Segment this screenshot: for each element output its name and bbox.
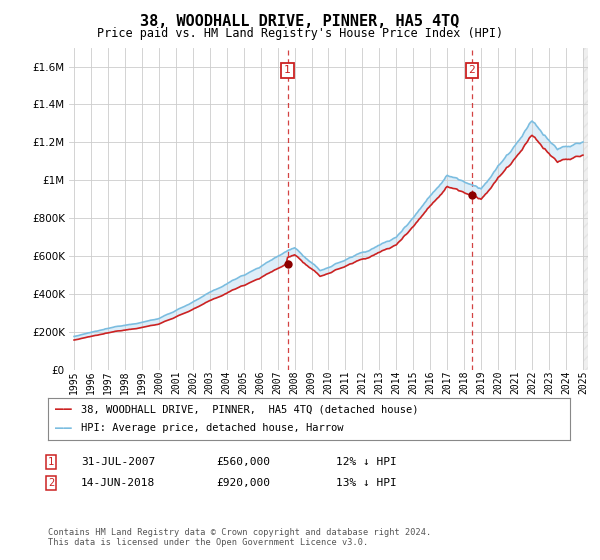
Text: Price paid vs. HM Land Registry's House Price Index (HPI): Price paid vs. HM Land Registry's House … <box>97 27 503 40</box>
Text: ——: —— <box>55 402 71 417</box>
Text: 14-JUN-2018: 14-JUN-2018 <box>81 478 155 488</box>
Text: 38, WOODHALL DRIVE,  PINNER,  HA5 4TQ (detached house): 38, WOODHALL DRIVE, PINNER, HA5 4TQ (det… <box>81 404 419 414</box>
Text: £560,000: £560,000 <box>216 457 270 467</box>
Text: 2: 2 <box>48 478 54 488</box>
Text: 31-JUL-2007: 31-JUL-2007 <box>81 457 155 467</box>
Text: HPI: Average price, detached house, Harrow: HPI: Average price, detached house, Harr… <box>81 423 343 433</box>
Text: 13% ↓ HPI: 13% ↓ HPI <box>336 478 397 488</box>
Text: 2: 2 <box>469 66 475 75</box>
Text: 38, WOODHALL DRIVE, PINNER, HA5 4TQ: 38, WOODHALL DRIVE, PINNER, HA5 4TQ <box>140 14 460 29</box>
Text: 1: 1 <box>284 66 291 75</box>
Text: ——: —— <box>55 421 71 435</box>
Text: 1: 1 <box>48 457 54 467</box>
Text: Contains HM Land Registry data © Crown copyright and database right 2024.
This d: Contains HM Land Registry data © Crown c… <box>48 528 431 547</box>
Text: £920,000: £920,000 <box>216 478 270 488</box>
Text: 12% ↓ HPI: 12% ↓ HPI <box>336 457 397 467</box>
